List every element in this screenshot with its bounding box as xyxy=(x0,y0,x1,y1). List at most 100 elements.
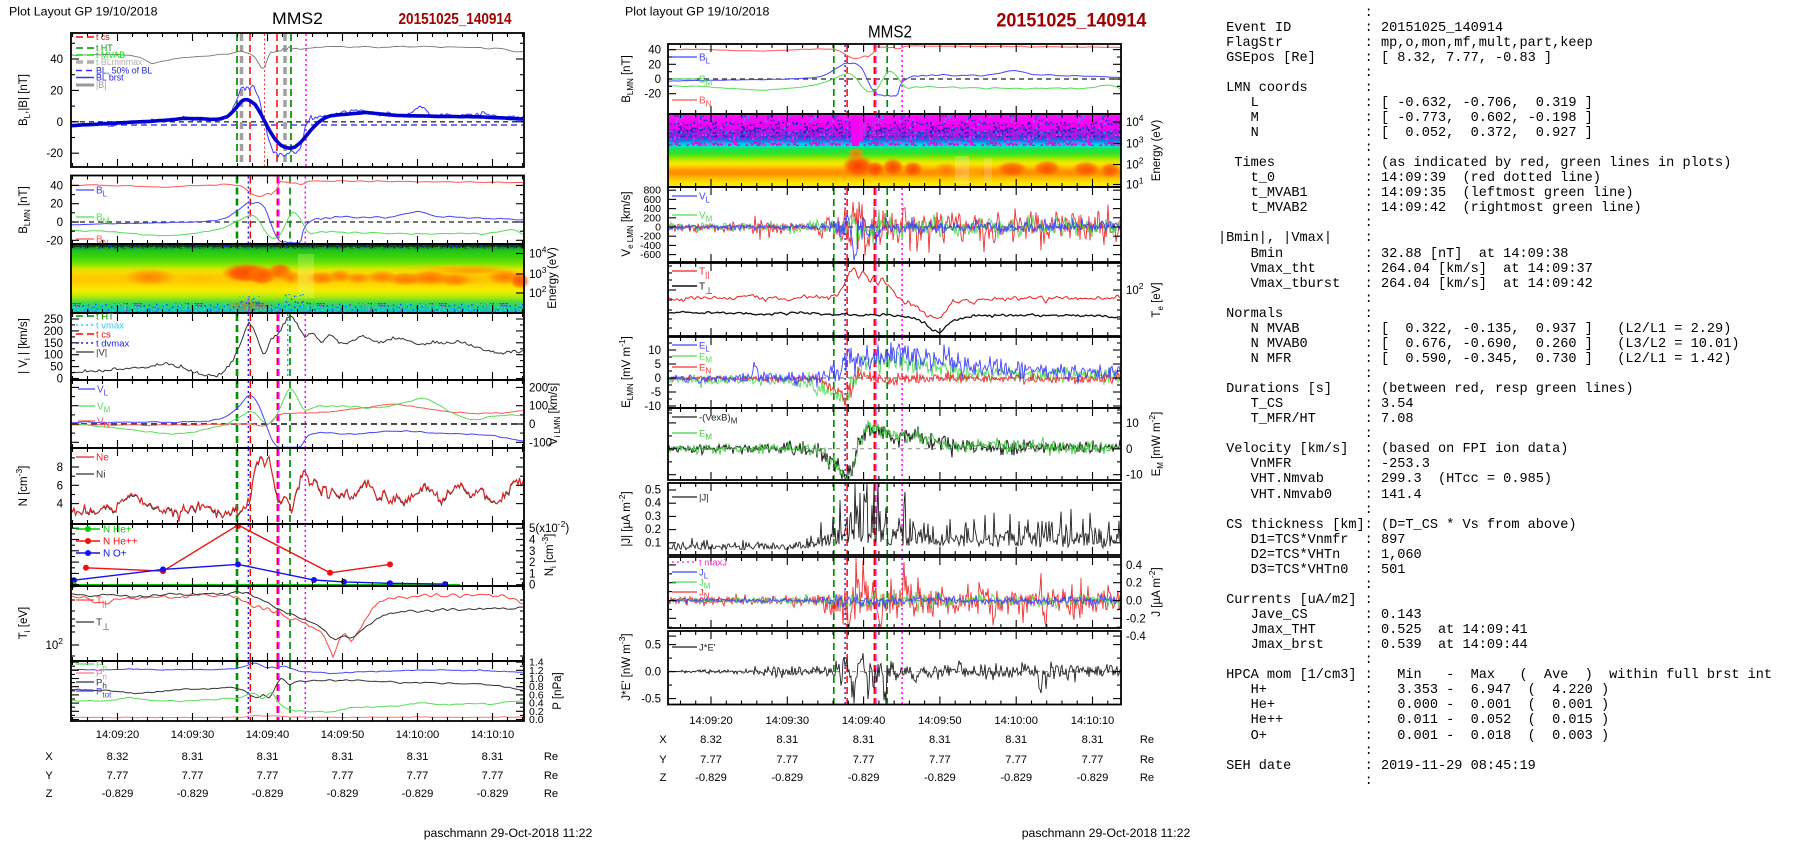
svg-text:0: 0 xyxy=(57,217,63,229)
svg-text:4: 4 xyxy=(529,535,536,547)
svg-text:VN: VN xyxy=(97,417,110,430)
svg-text:200: 200 xyxy=(529,382,548,394)
svg-text:1.2: 1.2 xyxy=(529,665,544,677)
svg-text:14:09:30: 14:09:30 xyxy=(171,729,215,741)
svg-text:Energy (eV): Energy (eV) xyxy=(1151,120,1163,182)
svg-text:3: 3 xyxy=(529,546,535,558)
svg-text:T||: T|| xyxy=(699,267,709,280)
svg-text:102: 102 xyxy=(1126,156,1144,172)
svg-text:0: 0 xyxy=(655,373,661,385)
svg-text:N He++: N He++ xyxy=(103,537,138,548)
svg-text:600: 600 xyxy=(643,194,661,206)
svg-text:0.6: 0.6 xyxy=(529,689,544,701)
svg-text:7.77: 7.77 xyxy=(776,754,798,766)
svg-text:Z: Z xyxy=(660,772,667,784)
svg-text:101: 101 xyxy=(1126,176,1144,192)
svg-text:5: 5 xyxy=(655,359,661,371)
svg-text:0.5: 0.5 xyxy=(645,485,661,497)
svg-text:|B|: |B| xyxy=(96,80,106,90)
svg-text:VM: VM xyxy=(97,402,111,415)
svg-text:N O+: N O+ xyxy=(103,549,127,560)
svg-text:-5: -5 xyxy=(651,387,661,399)
svg-text:7.77: 7.77 xyxy=(700,754,722,766)
svg-text:14:09:20: 14:09:20 xyxy=(96,729,140,741)
svg-text:Ph: Ph xyxy=(96,678,107,691)
svg-text:t cs: t cs xyxy=(96,330,111,341)
svg-text:0.0: 0.0 xyxy=(645,667,661,679)
svg-text:7.77: 7.77 xyxy=(407,770,429,782)
svg-text:-0.5: -0.5 xyxy=(641,694,661,706)
svg-text:1.4: 1.4 xyxy=(529,657,544,669)
svg-text:8: 8 xyxy=(57,462,63,474)
svg-text:0: 0 xyxy=(57,374,63,386)
svg-text:400: 400 xyxy=(643,203,661,215)
svg-text:7.77: 7.77 xyxy=(482,770,504,782)
svg-text:-0.829: -0.829 xyxy=(1000,772,1032,784)
svg-text:0: 0 xyxy=(57,117,63,129)
svg-text:Ne: Ne xyxy=(96,453,109,464)
svg-text:Y: Y xyxy=(659,754,667,766)
svg-text:BL: BL xyxy=(699,53,711,66)
svg-text:VL: VL xyxy=(699,192,711,205)
svg-text:t BLminmax: t BLminmax xyxy=(96,57,143,67)
svg-text:8.31: 8.31 xyxy=(482,751,504,763)
svg-text:40: 40 xyxy=(648,45,661,57)
svg-text:14:10:10: 14:10:10 xyxy=(1071,715,1115,727)
svg-text:Re: Re xyxy=(544,751,558,763)
svg-text:0.0: 0.0 xyxy=(1126,596,1142,608)
svg-text:8.31: 8.31 xyxy=(776,734,798,746)
svg-text:-10: -10 xyxy=(1126,470,1143,482)
svg-text:20151025_140914: 20151025_140914 xyxy=(399,11,512,28)
svg-text:-0.829: -0.829 xyxy=(177,788,209,800)
svg-text:40: 40 xyxy=(50,180,63,192)
svg-text:7.77: 7.77 xyxy=(257,770,279,782)
svg-text:0: 0 xyxy=(529,580,535,592)
svg-text:0.0: 0.0 xyxy=(529,714,544,726)
svg-text:Ptot: Ptot xyxy=(96,687,112,700)
svg-text:-0.829: -0.829 xyxy=(848,772,880,784)
svg-text:0.1: 0.1 xyxy=(645,537,661,549)
svg-text:MMS2: MMS2 xyxy=(868,22,912,42)
svg-text:-0.829: -0.829 xyxy=(1077,772,1109,784)
svg-text:0.8: 0.8 xyxy=(529,681,544,693)
svg-text:VM: VM xyxy=(699,211,713,224)
svg-text:-10: -10 xyxy=(644,401,661,413)
svg-text:Z: Z xyxy=(46,788,53,800)
svg-text:Y: Y xyxy=(45,770,53,782)
svg-text:EM [mW m-2]: EM [mW m-2] xyxy=(1147,412,1165,477)
svg-text:0: 0 xyxy=(529,419,535,431)
svg-text:-0.829: -0.829 xyxy=(327,788,359,800)
svg-text:J [µA m-2]: J [µA m-2] xyxy=(1147,567,1163,616)
svg-text:104: 104 xyxy=(529,245,547,261)
svg-text:-(VexB)M: -(VexB)M xyxy=(699,413,738,426)
svg-text:JL: JL xyxy=(699,568,709,581)
svg-text:8.31: 8.31 xyxy=(1082,734,1104,746)
svg-text:BN: BN xyxy=(699,96,712,109)
svg-text:J*E': J*E' xyxy=(699,643,716,654)
svg-text:250: 250 xyxy=(44,314,63,326)
svg-text:7.77: 7.77 xyxy=(929,754,951,766)
svg-text:-0.829: -0.829 xyxy=(252,788,284,800)
svg-text:5(x10-2): 5(x10-2) xyxy=(529,519,569,535)
svg-text:7.77: 7.77 xyxy=(1082,754,1104,766)
svg-text:0.4: 0.4 xyxy=(529,698,544,710)
svg-text:J*E' [nW m-3]: J*E' [nW m-3] xyxy=(617,633,633,700)
svg-text:Ti [eV]: Ti [eV] xyxy=(18,607,32,639)
svg-text:104: 104 xyxy=(1126,113,1144,129)
svg-text:0: 0 xyxy=(655,74,661,86)
svg-text:paschmann 29-Oct-2018 11:22: paschmann 29-Oct-2018 11:22 xyxy=(424,826,593,840)
svg-text:20: 20 xyxy=(50,199,63,211)
svg-text:8.31: 8.31 xyxy=(257,751,279,763)
svg-text:0: 0 xyxy=(655,222,661,234)
svg-text:-0.829: -0.829 xyxy=(102,788,134,800)
svg-text:Energy (eV): Energy (eV) xyxy=(547,247,559,309)
svg-text:BL: BL xyxy=(96,186,108,199)
svg-text:150: 150 xyxy=(44,338,63,350)
svg-text:0: 0 xyxy=(1126,444,1132,456)
svg-text:BL,|B| [nT]: BL,|B| [nT] xyxy=(18,74,32,126)
svg-text:N [cm-3]: N [cm-3] xyxy=(14,466,30,507)
svg-text:7.77: 7.77 xyxy=(332,770,354,782)
svg-text:14:09:40: 14:09:40 xyxy=(246,729,290,741)
svg-text:-20: -20 xyxy=(644,89,661,101)
svg-text:-200: -200 xyxy=(640,231,661,243)
